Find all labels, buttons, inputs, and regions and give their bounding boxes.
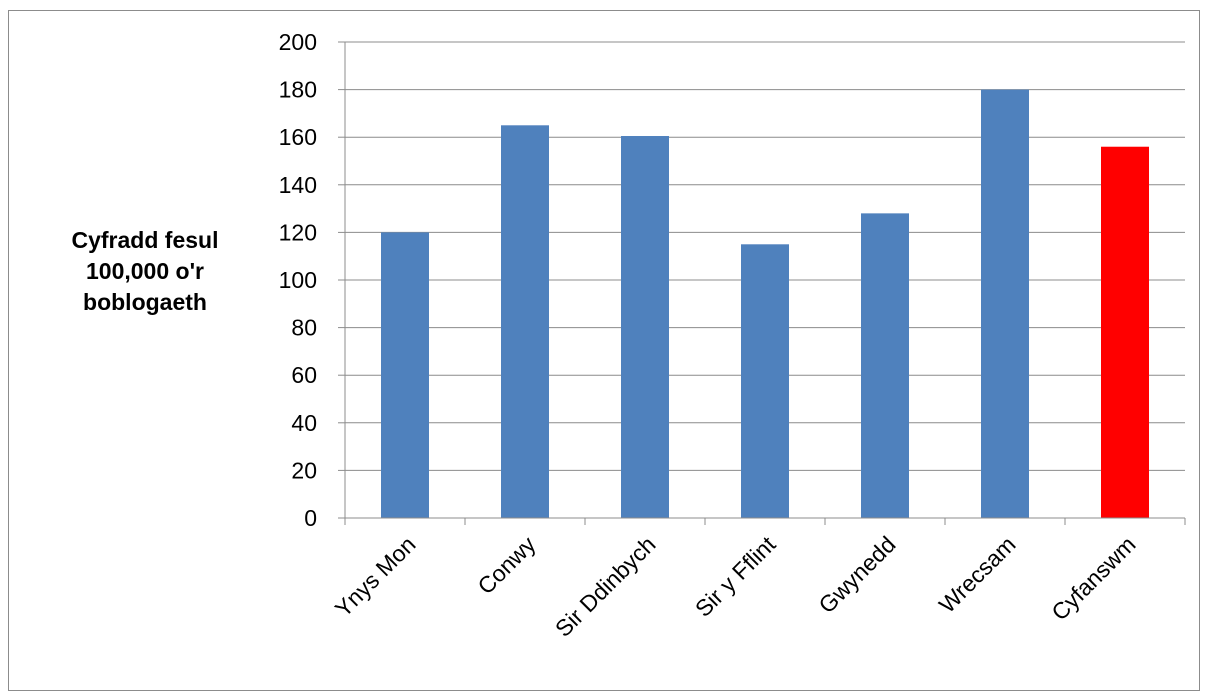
bar-wrecsam — [981, 89, 1029, 518]
y-tick-label: 100 — [279, 267, 317, 293]
bar-conwy — [501, 125, 549, 519]
y-tick-label: 60 — [291, 362, 317, 388]
x-tick-label: Cyfanswm — [1046, 531, 1140, 625]
y-axis-title-line-2: 100,000 o'r — [86, 258, 204, 284]
bar-cyfanswm — [1101, 146, 1149, 518]
x-tick-label: Sir y Fflint — [690, 531, 781, 622]
y-axis-title: Cyfradd fesul 100,000 o'r boblogaeth — [30, 225, 260, 318]
y-tick-label: 40 — [291, 410, 317, 436]
x-tick-label: Gwynedd — [813, 531, 900, 618]
y-tick-label: 0 — [304, 505, 317, 531]
y-tick-label: 180 — [279, 77, 317, 103]
x-tick-label: Wrecsam — [934, 531, 1021, 618]
y-tick-label: 200 — [279, 29, 317, 55]
x-tick-label: Conwy — [472, 531, 540, 599]
x-tick-label: Ynys Mon — [330, 531, 421, 622]
bar-sir-y-fflint — [741, 244, 789, 519]
bar-ynys-mon — [381, 232, 429, 518]
y-axis-title-line-3: boblogaeth — [83, 289, 207, 315]
y-tick-label: 20 — [291, 457, 317, 483]
y-tick-label: 120 — [279, 219, 317, 245]
y-tick-label: 160 — [279, 124, 317, 150]
y-tick-label: 80 — [291, 315, 317, 341]
y-axis-title-line-1: Cyfradd fesul — [71, 227, 219, 253]
y-tick-label: 140 — [279, 172, 317, 198]
bar-sir-ddinbych — [621, 136, 669, 518]
x-tick-label: Sir Ddinbych — [550, 531, 661, 642]
bars — [381, 89, 1149, 519]
axes — [338, 41, 1186, 525]
bar-gwynedd — [861, 213, 909, 519]
